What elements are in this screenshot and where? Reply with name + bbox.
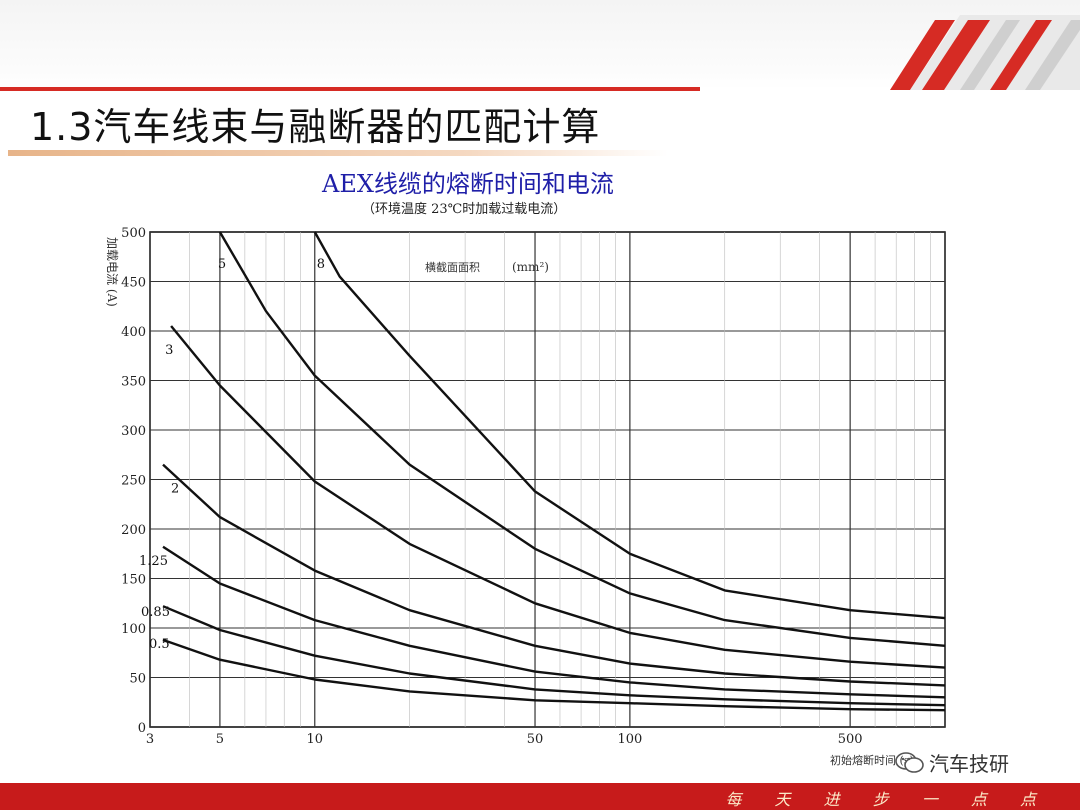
series-label-0.5: 0.5 bbox=[149, 637, 170, 652]
series-line-1.25 bbox=[162, 545, 946, 699]
y-tick-label: 0 bbox=[138, 721, 146, 736]
header-red-rule bbox=[0, 87, 700, 91]
series-line-0.85 bbox=[162, 605, 946, 707]
series-line-3 bbox=[170, 325, 946, 669]
y-tick-label: 250 bbox=[121, 474, 146, 489]
chart-subtitle: （环境温度 23℃时加载过载电流） bbox=[362, 202, 567, 217]
title-underline bbox=[8, 150, 668, 156]
watermark-text: 汽车技研 bbox=[929, 752, 1009, 776]
y-tick-label: 50 bbox=[129, 672, 146, 687]
series-lines bbox=[162, 231, 946, 712]
series-label-2: 2 bbox=[171, 482, 179, 497]
x-tick-label: 500 bbox=[838, 732, 863, 747]
series-line-2 bbox=[162, 463, 946, 687]
y-tick-label: 500 bbox=[121, 226, 146, 241]
x-tick-label: 5 bbox=[216, 732, 224, 747]
series-label-1.25: 1.25 bbox=[139, 554, 168, 569]
fuse-time-current-chart: 0 50 100 150 200 250 300 350 400 450 500 3 5 10 50 100 5… bbox=[105, 226, 946, 767]
y-tick-label: 350 bbox=[121, 375, 146, 390]
wechat-icon bbox=[895, 751, 924, 773]
series-label-5: 5 bbox=[218, 257, 226, 272]
legend-title: 横截面面积 bbox=[425, 260, 480, 274]
x-tick-label: 100 bbox=[617, 732, 642, 747]
header-stripes bbox=[890, 15, 1080, 90]
x-tick-label: 50 bbox=[527, 732, 544, 747]
series-labels: 0.5 0.85 1.25 2 3 5 8 bbox=[139, 257, 325, 652]
y-tick-label: 200 bbox=[121, 523, 146, 538]
tick-labels: 0 50 100 150 200 250 300 350 400 450 500 3 5 10 50 100 5… bbox=[121, 226, 862, 747]
footer-slogan: 每 天 进 步 一 点 点 bbox=[725, 790, 1050, 809]
chart-title: AEX线缆的熔断时间和电流 bbox=[322, 170, 614, 198]
y-axis-label: 加载电流 (A) bbox=[105, 237, 119, 307]
grid bbox=[149, 231, 946, 728]
watermark: 汽车技研 bbox=[895, 748, 1009, 777]
series-label-3: 3 bbox=[165, 343, 173, 358]
series-line-8 bbox=[313, 231, 946, 620]
series-label-8: 8 bbox=[317, 257, 325, 272]
y-tick-label: 400 bbox=[121, 325, 146, 340]
x-tick-label: 10 bbox=[306, 732, 323, 747]
series-line-5 bbox=[218, 231, 946, 647]
series-line-0.5 bbox=[162, 638, 946, 712]
y-tick-label: 300 bbox=[121, 424, 146, 439]
y-tick-label: 450 bbox=[121, 276, 146, 291]
footer-bar: 每 天 进 步 一 点 点 bbox=[0, 783, 1080, 810]
slide-title: 1.3汽车线束与融断器的匹配计算 bbox=[30, 105, 601, 149]
y-tick-label: 150 bbox=[121, 573, 146, 588]
x-axis-label: 初始熔断时间 (s) bbox=[830, 753, 914, 767]
series-label-0.85: 0.85 bbox=[141, 605, 170, 620]
y-tick-label: 100 bbox=[121, 622, 146, 637]
legend-unit: (mm²) bbox=[512, 260, 549, 274]
x-tick-label: 3 bbox=[146, 732, 154, 747]
